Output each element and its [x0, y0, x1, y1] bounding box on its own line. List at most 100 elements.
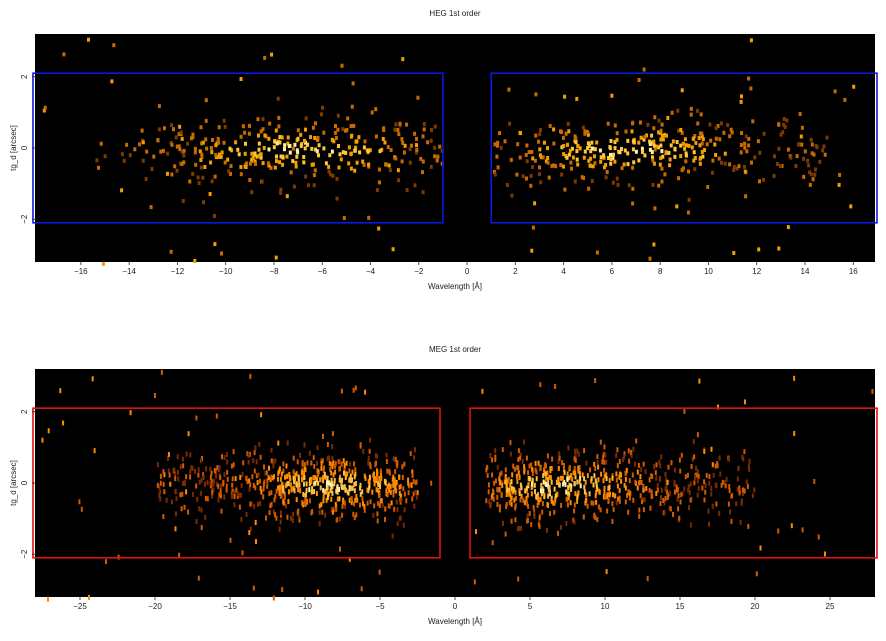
event-pixel: [704, 483, 707, 488]
event-pixel: [602, 478, 605, 484]
event-pixel: [747, 143, 751, 148]
event-pixel: [511, 472, 514, 478]
event-pixel: [348, 497, 351, 503]
event-pixel: [415, 147, 419, 152]
event-pixel: [204, 98, 208, 103]
event-pixel: [656, 482, 659, 488]
event-pixel: [309, 477, 311, 483]
event-pixel: [626, 162, 630, 167]
event-pixel: [203, 165, 207, 169]
event-pixel: [679, 154, 683, 159]
event-pixel: [721, 479, 724, 485]
event-pixel: [360, 586, 363, 592]
event-pixel: [344, 503, 347, 509]
event-pixel: [327, 169, 331, 174]
event-pixel: [719, 471, 722, 477]
event-pixel: [128, 153, 132, 158]
event-pixel: [354, 139, 358, 144]
event-pixel: [351, 81, 355, 86]
event-pixel: [295, 154, 299, 159]
event-pixel: [329, 487, 332, 493]
event-pixel: [402, 486, 405, 492]
event-pixel: [299, 132, 303, 137]
event-pixel: [595, 250, 599, 255]
event-pixel: [204, 514, 207, 520]
event-pixel: [558, 482, 560, 488]
event-pixel: [259, 454, 262, 460]
event-pixel: [213, 242, 217, 247]
event-pixel: [748, 458, 751, 464]
event-pixel: [577, 465, 580, 471]
event-pixel: [395, 479, 398, 485]
event-pixel: [398, 484, 401, 490]
event-pixel: [177, 476, 180, 482]
event-pixel: [700, 131, 704, 136]
event-pixel: [718, 455, 721, 461]
event-pixel: [243, 130, 247, 135]
event-pixel: [392, 489, 395, 495]
event-pixel: [539, 382, 542, 388]
event-pixel: [605, 476, 608, 482]
event-pixel: [302, 491, 305, 497]
event-pixel: [260, 489, 263, 495]
event-pixel: [297, 514, 300, 520]
event-pixel: [713, 142, 717, 147]
event-pixel: [189, 469, 192, 475]
event-pixel: [256, 480, 259, 486]
event-pixel: [392, 456, 395, 462]
event-pixel: [589, 156, 593, 161]
event-pixel: [306, 142, 310, 147]
event-pixel: [560, 524, 563, 530]
event-pixel: [296, 510, 299, 516]
event-pixel: [348, 468, 351, 474]
event-pixel: [162, 514, 165, 520]
event-pixel: [374, 107, 378, 112]
event-pixel: [824, 551, 826, 557]
event-pixel: [701, 485, 704, 491]
event-pixel: [275, 154, 278, 159]
event-pixel: [781, 130, 785, 135]
event-pixel: [657, 145, 660, 150]
event-pixel: [537, 139, 540, 144]
event-pixel: [62, 420, 65, 426]
event-pixel: [318, 521, 321, 527]
event-pixel: [398, 474, 401, 480]
event-pixel: [681, 491, 684, 497]
event-pixel: [349, 166, 353, 171]
event-pixel: [698, 161, 702, 166]
event-pixel: [745, 479, 748, 485]
event-pixel: [539, 466, 542, 472]
event-pixel: [166, 151, 170, 156]
event-pixel: [493, 172, 497, 177]
event-pixel: [421, 159, 425, 164]
event-pixel: [724, 483, 727, 489]
event-pixel: [679, 143, 683, 148]
event-pixel: [758, 179, 761, 184]
event-pixel: [324, 161, 328, 166]
event-pixel: [553, 501, 556, 506]
event-pixel: [386, 484, 389, 490]
event-pixel: [493, 480, 496, 486]
event-pixel: [305, 498, 308, 504]
event-pixel: [352, 123, 356, 128]
event-pixel: [736, 476, 739, 482]
event-pixel: [272, 595, 275, 601]
event-pixel: [560, 475, 562, 481]
event-pixel: [535, 476, 538, 482]
event-pixel: [599, 159, 603, 164]
event-pixel: [751, 119, 755, 124]
event-pixel: [802, 174, 806, 179]
y-tick-label: 0: [20, 145, 29, 150]
event-pixel: [615, 500, 618, 506]
event-pixel: [304, 467, 307, 473]
event-pixel: [200, 141, 204, 146]
event-pixel: [379, 468, 382, 474]
event-pixel: [402, 150, 406, 155]
event-pixel: [282, 485, 285, 491]
event-pixel: [332, 139, 336, 144]
event-pixel: [522, 497, 525, 503]
event-pixel: [257, 141, 261, 146]
event-pixel: [303, 138, 306, 143]
event-pixel: [743, 164, 746, 169]
event-pixel: [606, 121, 610, 126]
